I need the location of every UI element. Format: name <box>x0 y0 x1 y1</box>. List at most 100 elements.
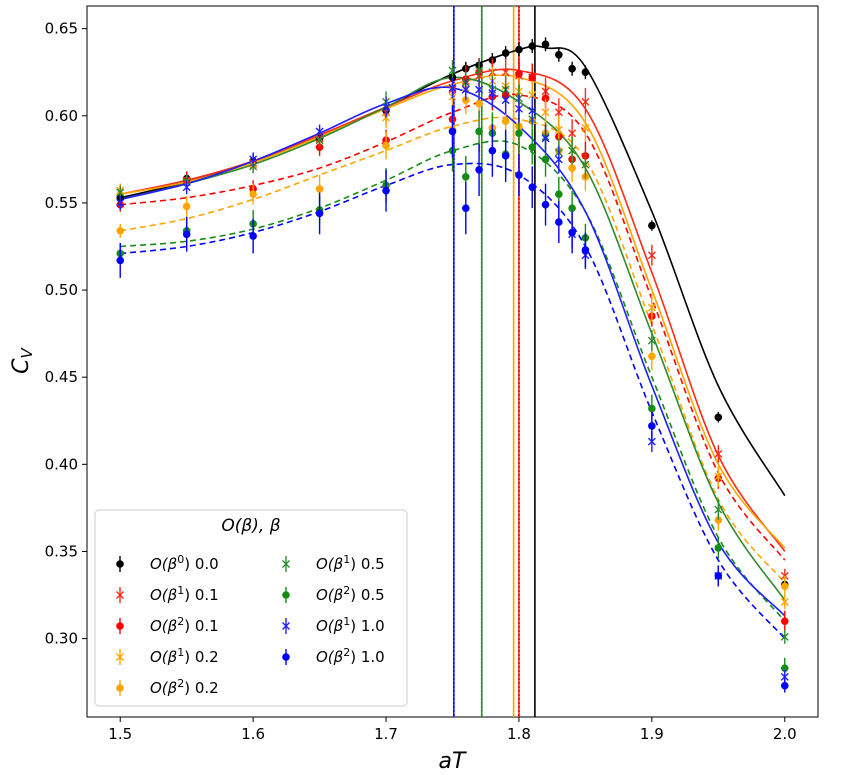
legend-order: O(β <box>150 648 178 666</box>
x-axis-label: aT <box>439 749 467 774</box>
data-point <box>648 221 656 230</box>
legend-order: O(β <box>150 555 178 573</box>
legend-beta: ) 0.1 <box>184 586 218 604</box>
data-point <box>315 209 324 218</box>
legend-order-sup: 0 <box>177 553 184 566</box>
data-point <box>461 85 470 94</box>
legend-marker <box>116 560 124 568</box>
data-point <box>541 40 550 49</box>
data-point <box>780 672 789 681</box>
fit-curve <box>120 74 786 549</box>
data-point <box>514 104 523 113</box>
legend-order-sup: 2 <box>177 615 184 628</box>
data-point <box>714 472 723 481</box>
legend-marker <box>116 653 124 661</box>
data-point <box>581 246 590 254</box>
data-point <box>249 190 257 199</box>
data-point <box>475 127 483 136</box>
data-point <box>714 449 723 458</box>
legend-beta: ) 1.0 <box>350 648 384 666</box>
fit-curve <box>120 140 786 622</box>
data-point <box>555 218 563 226</box>
y-tick-label: 0.40 <box>45 455 78 473</box>
legend-order: O(β <box>316 586 344 604</box>
data-point <box>554 125 563 134</box>
legend: O(β), β O(β0) 0.0O(β1) 0.1O(β2) 0.1O(β1)… <box>94 509 408 707</box>
legend-label: O(β1) 0.1 <box>150 584 219 604</box>
data-point <box>780 597 789 606</box>
data-point <box>461 172 470 181</box>
data-point <box>648 352 656 361</box>
y-axis-label: CV <box>9 346 36 373</box>
y-tick-label: 0.55 <box>45 194 78 212</box>
legend-order-sup: 2 <box>343 584 350 597</box>
legend-label: O(β1) 1.0 <box>316 615 385 635</box>
legend-order: O(β <box>316 648 344 666</box>
y-axis-label-sub: V <box>18 346 36 358</box>
data-point <box>182 230 191 239</box>
data-point <box>528 73 537 82</box>
data-point <box>555 190 563 199</box>
data-point <box>648 422 656 430</box>
data-point <box>555 50 563 59</box>
data-point <box>382 103 391 112</box>
x-axis-ticks: 1.5 1.6 1.7 1.8 1.9 2.0 <box>108 717 797 743</box>
data-point <box>249 162 258 171</box>
data-point <box>116 188 125 197</box>
data-point <box>116 198 125 207</box>
data-points <box>116 37 789 693</box>
data-point <box>581 160 590 169</box>
data-point <box>461 204 470 212</box>
x-tick-label: 1.6 <box>241 725 265 743</box>
data-point <box>568 146 577 155</box>
data-point <box>315 136 324 145</box>
legend-marker <box>116 591 124 599</box>
data-point <box>116 256 125 265</box>
legend-order: O(β <box>316 555 344 573</box>
data-point <box>568 64 576 73</box>
legend-order-sup: 1 <box>177 584 184 597</box>
data-point <box>501 49 510 57</box>
data-point <box>554 108 563 117</box>
legend-order: O(β <box>150 617 178 635</box>
legend-beta: ) 0.5 <box>350 586 384 604</box>
data-point <box>581 123 590 132</box>
legend-order-sup: 2 <box>343 646 350 659</box>
legend-box <box>94 509 408 707</box>
data-point <box>382 141 390 150</box>
y-axis-ticks: 0.30 0.35 0.40 0.45 0.50 0.55 0.60 0.65 <box>45 20 87 648</box>
y-tick-label: 0.35 <box>45 542 78 560</box>
data-point <box>515 171 523 179</box>
data-point <box>780 617 789 625</box>
data-point <box>448 127 457 136</box>
legend-label: O(β2) 0.5 <box>316 584 385 604</box>
data-point <box>581 97 590 106</box>
legend-label: O(β2) 1.0 <box>316 646 385 666</box>
y-tick-label: 0.65 <box>45 20 78 38</box>
data-point <box>475 66 484 75</box>
y-tick-label: 0.30 <box>45 630 78 648</box>
legend-marker <box>282 560 290 568</box>
x-tick-label: 2.0 <box>773 725 797 743</box>
data-point <box>475 166 483 174</box>
data-point <box>528 106 537 115</box>
legend-marker <box>282 622 290 630</box>
data-point <box>714 544 723 552</box>
data-point <box>501 152 510 160</box>
data-point <box>714 413 723 422</box>
data-point <box>780 632 789 641</box>
fit-curve <box>120 116 786 584</box>
data-point <box>647 437 656 446</box>
data-point <box>382 186 390 195</box>
legend-label: O(β1) 0.5 <box>316 553 385 573</box>
fit-curve <box>120 162 786 640</box>
data-point <box>648 404 656 413</box>
data-point <box>780 582 789 591</box>
x-tick-label: 1.9 <box>640 725 664 743</box>
legend-label: O(β2) 0.2 <box>150 677 219 697</box>
legend-marker <box>282 653 290 661</box>
data-point <box>714 572 723 580</box>
legend-beta: ) 0.0 <box>184 555 218 573</box>
data-point <box>475 99 483 108</box>
